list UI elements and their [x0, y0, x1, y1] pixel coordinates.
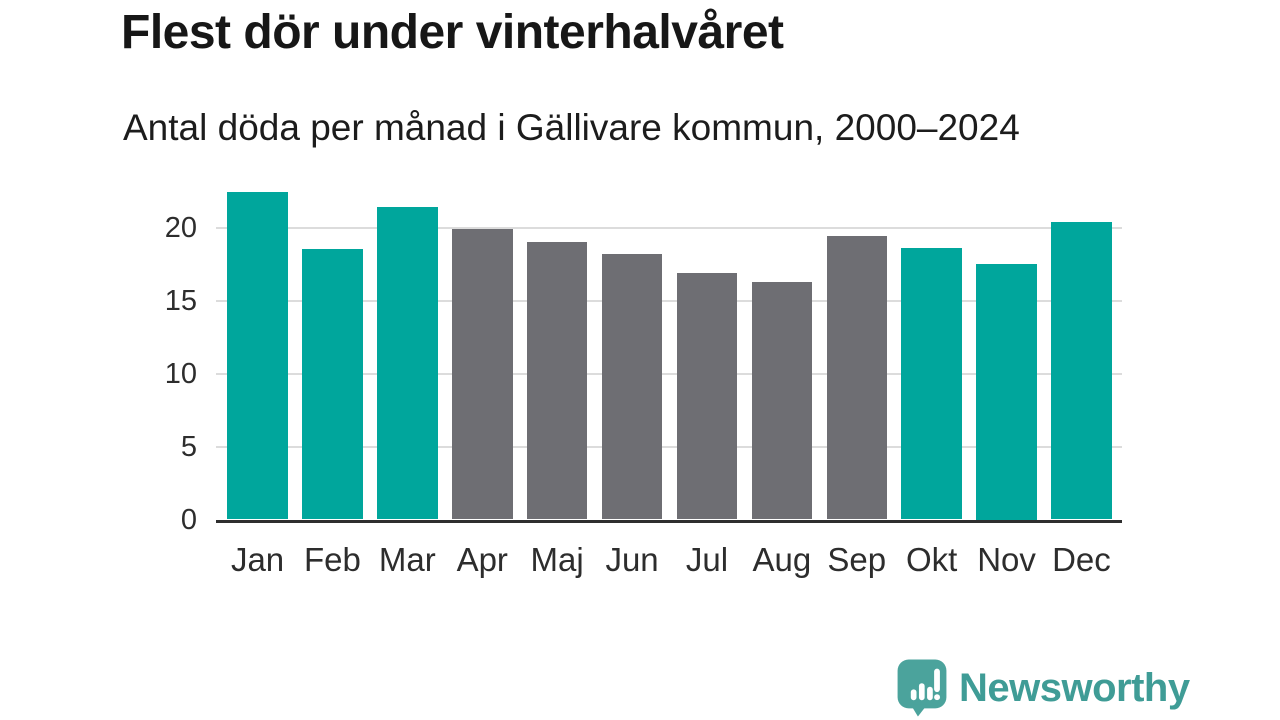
bar-sep [826, 236, 887, 520]
bar-maj [526, 242, 588, 520]
newsworthy-logo-icon [897, 659, 947, 717]
y-tick-label-15: 15 [164, 284, 197, 317]
y-tick-label-20: 20 [164, 211, 197, 244]
x-tick-label-feb: Feb [304, 541, 361, 578]
bar-okt [901, 247, 962, 520]
bar-nov [976, 264, 1037, 520]
y-tick-label-5: 5 [180, 430, 197, 463]
bar-jun [601, 253, 663, 520]
chart-subtitle: Antal döda per månad i Gällivare kommun,… [123, 107, 1020, 148]
bar-apr [452, 228, 513, 520]
bar-aug [751, 281, 813, 520]
bar-dec [1051, 221, 1112, 520]
y-tick-label-10: 10 [164, 357, 197, 390]
x-tick-label-maj: Maj [530, 541, 584, 578]
x-tick-label-aug: Aug [752, 541, 812, 578]
x-tick-label-nov: Nov [977, 541, 1036, 578]
x-tick-label-okt: Okt [905, 541, 958, 578]
bar-feb [302, 249, 363, 520]
chart-title: Flest dör under vinterhalvåret [121, 6, 784, 59]
gridline-y-10 [216, 372, 1122, 375]
bar-jul [676, 272, 738, 520]
gridline-y-15 [216, 299, 1122, 302]
y-tick-label-0: 0 [180, 503, 197, 536]
x-axis-line [216, 519, 1122, 523]
x-tick-label-jul: Jul [685, 541, 729, 578]
newsworthy-brand: Newsworthy [897, 659, 1190, 717]
x-tick-label-jan: Jan [230, 541, 285, 578]
bar-jan [227, 192, 288, 520]
x-tick-label-dec: Dec [1052, 541, 1111, 578]
x-tick-label-mar: Mar [378, 541, 436, 578]
x-tick-label-sep: Sep [827, 541, 887, 578]
bar-mar [377, 207, 438, 520]
x-tick-label-apr: Apr [456, 541, 508, 578]
gridline-y-5 [216, 445, 1122, 448]
gridline-y-20 [216, 226, 1122, 229]
newsworthy-logo-text: Newsworthy [959, 666, 1190, 710]
x-tick-label-jun: Jun [605, 541, 659, 578]
